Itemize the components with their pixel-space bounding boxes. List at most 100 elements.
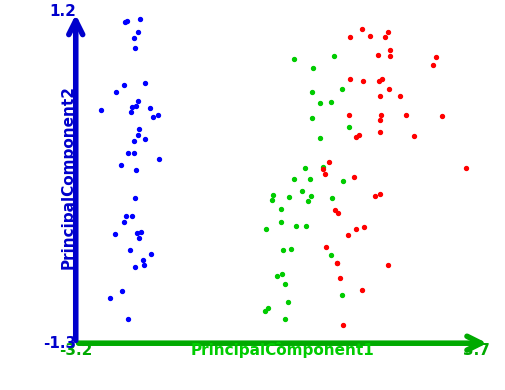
Point	[141, 136, 149, 142]
Point	[308, 89, 316, 95]
Point	[331, 207, 339, 213]
Point	[326, 351, 334, 357]
Point	[330, 53, 338, 60]
Point	[135, 235, 143, 241]
Point	[327, 252, 335, 258]
Point	[333, 261, 341, 267]
Point	[301, 223, 310, 229]
Point	[123, 18, 131, 25]
Point	[384, 28, 392, 35]
Point	[308, 115, 316, 121]
Point	[146, 105, 154, 111]
Point	[344, 112, 352, 118]
Point	[290, 176, 298, 183]
Point	[281, 281, 289, 287]
Point	[265, 376, 273, 383]
Point	[281, 344, 289, 350]
Point	[325, 159, 333, 165]
Point	[402, 112, 410, 118]
Text: -1.3: -1.3	[42, 336, 76, 351]
Point	[131, 195, 139, 201]
Point	[376, 191, 384, 198]
Point	[131, 45, 139, 51]
Point	[316, 135, 324, 141]
Point	[339, 178, 347, 184]
Point	[358, 287, 366, 293]
Point	[359, 26, 367, 32]
Point	[118, 287, 126, 294]
Point	[135, 126, 143, 133]
Point	[111, 231, 119, 238]
Point	[141, 80, 149, 86]
Text: 1.2: 1.2	[49, 4, 76, 19]
Point	[410, 133, 418, 140]
Point	[289, 56, 297, 62]
Point	[328, 195, 336, 202]
Point	[384, 262, 392, 268]
Point	[130, 149, 138, 156]
Point	[269, 192, 277, 198]
Point	[359, 78, 367, 84]
Point	[304, 198, 312, 204]
Point	[130, 35, 138, 42]
Point	[279, 247, 287, 254]
Point	[265, 305, 273, 311]
Point	[298, 188, 307, 195]
Point	[301, 165, 310, 171]
Point	[268, 197, 276, 203]
Point	[120, 219, 128, 225]
Point	[319, 165, 327, 172]
Point	[350, 174, 358, 180]
Point	[386, 53, 394, 59]
Point	[374, 52, 382, 58]
Point	[309, 65, 317, 71]
Point	[130, 138, 138, 144]
Point	[377, 112, 385, 118]
Point	[375, 78, 383, 84]
Point	[124, 316, 132, 322]
Point	[352, 134, 360, 140]
Point	[306, 176, 314, 183]
Point	[321, 171, 329, 177]
Point	[262, 308, 270, 314]
Point	[237, 372, 245, 379]
Point	[280, 316, 288, 323]
Point	[273, 273, 281, 279]
Point	[154, 112, 162, 118]
Point	[120, 82, 128, 88]
Point	[146, 251, 155, 257]
Point	[122, 213, 130, 219]
Text: PrincipalComponent1: PrincipalComponent1	[191, 343, 375, 358]
Point	[366, 33, 374, 39]
Point	[316, 100, 324, 106]
Point	[121, 19, 129, 25]
Point	[139, 262, 147, 268]
Point	[112, 89, 120, 96]
Point	[285, 194, 293, 200]
Point	[463, 165, 471, 172]
Point	[139, 257, 147, 263]
Text: 3.7: 3.7	[463, 343, 490, 358]
Point	[344, 232, 352, 238]
Point	[131, 167, 139, 173]
Point	[128, 104, 136, 110]
Point	[117, 161, 125, 168]
Point	[134, 29, 142, 35]
Point	[429, 62, 437, 68]
Point	[278, 271, 286, 277]
Point	[132, 103, 140, 109]
Point	[355, 132, 363, 138]
Point	[323, 243, 331, 250]
Point	[292, 223, 300, 229]
Text: PrincipalComponent2: PrincipalComponent2	[61, 85, 76, 269]
Point	[286, 375, 294, 381]
Point	[381, 34, 389, 40]
Point	[135, 16, 143, 23]
Point	[346, 34, 354, 40]
Point	[262, 226, 270, 232]
Point	[307, 192, 315, 199]
Point	[360, 223, 368, 230]
Point	[345, 76, 353, 82]
Point	[333, 261, 341, 267]
Point	[155, 156, 163, 163]
